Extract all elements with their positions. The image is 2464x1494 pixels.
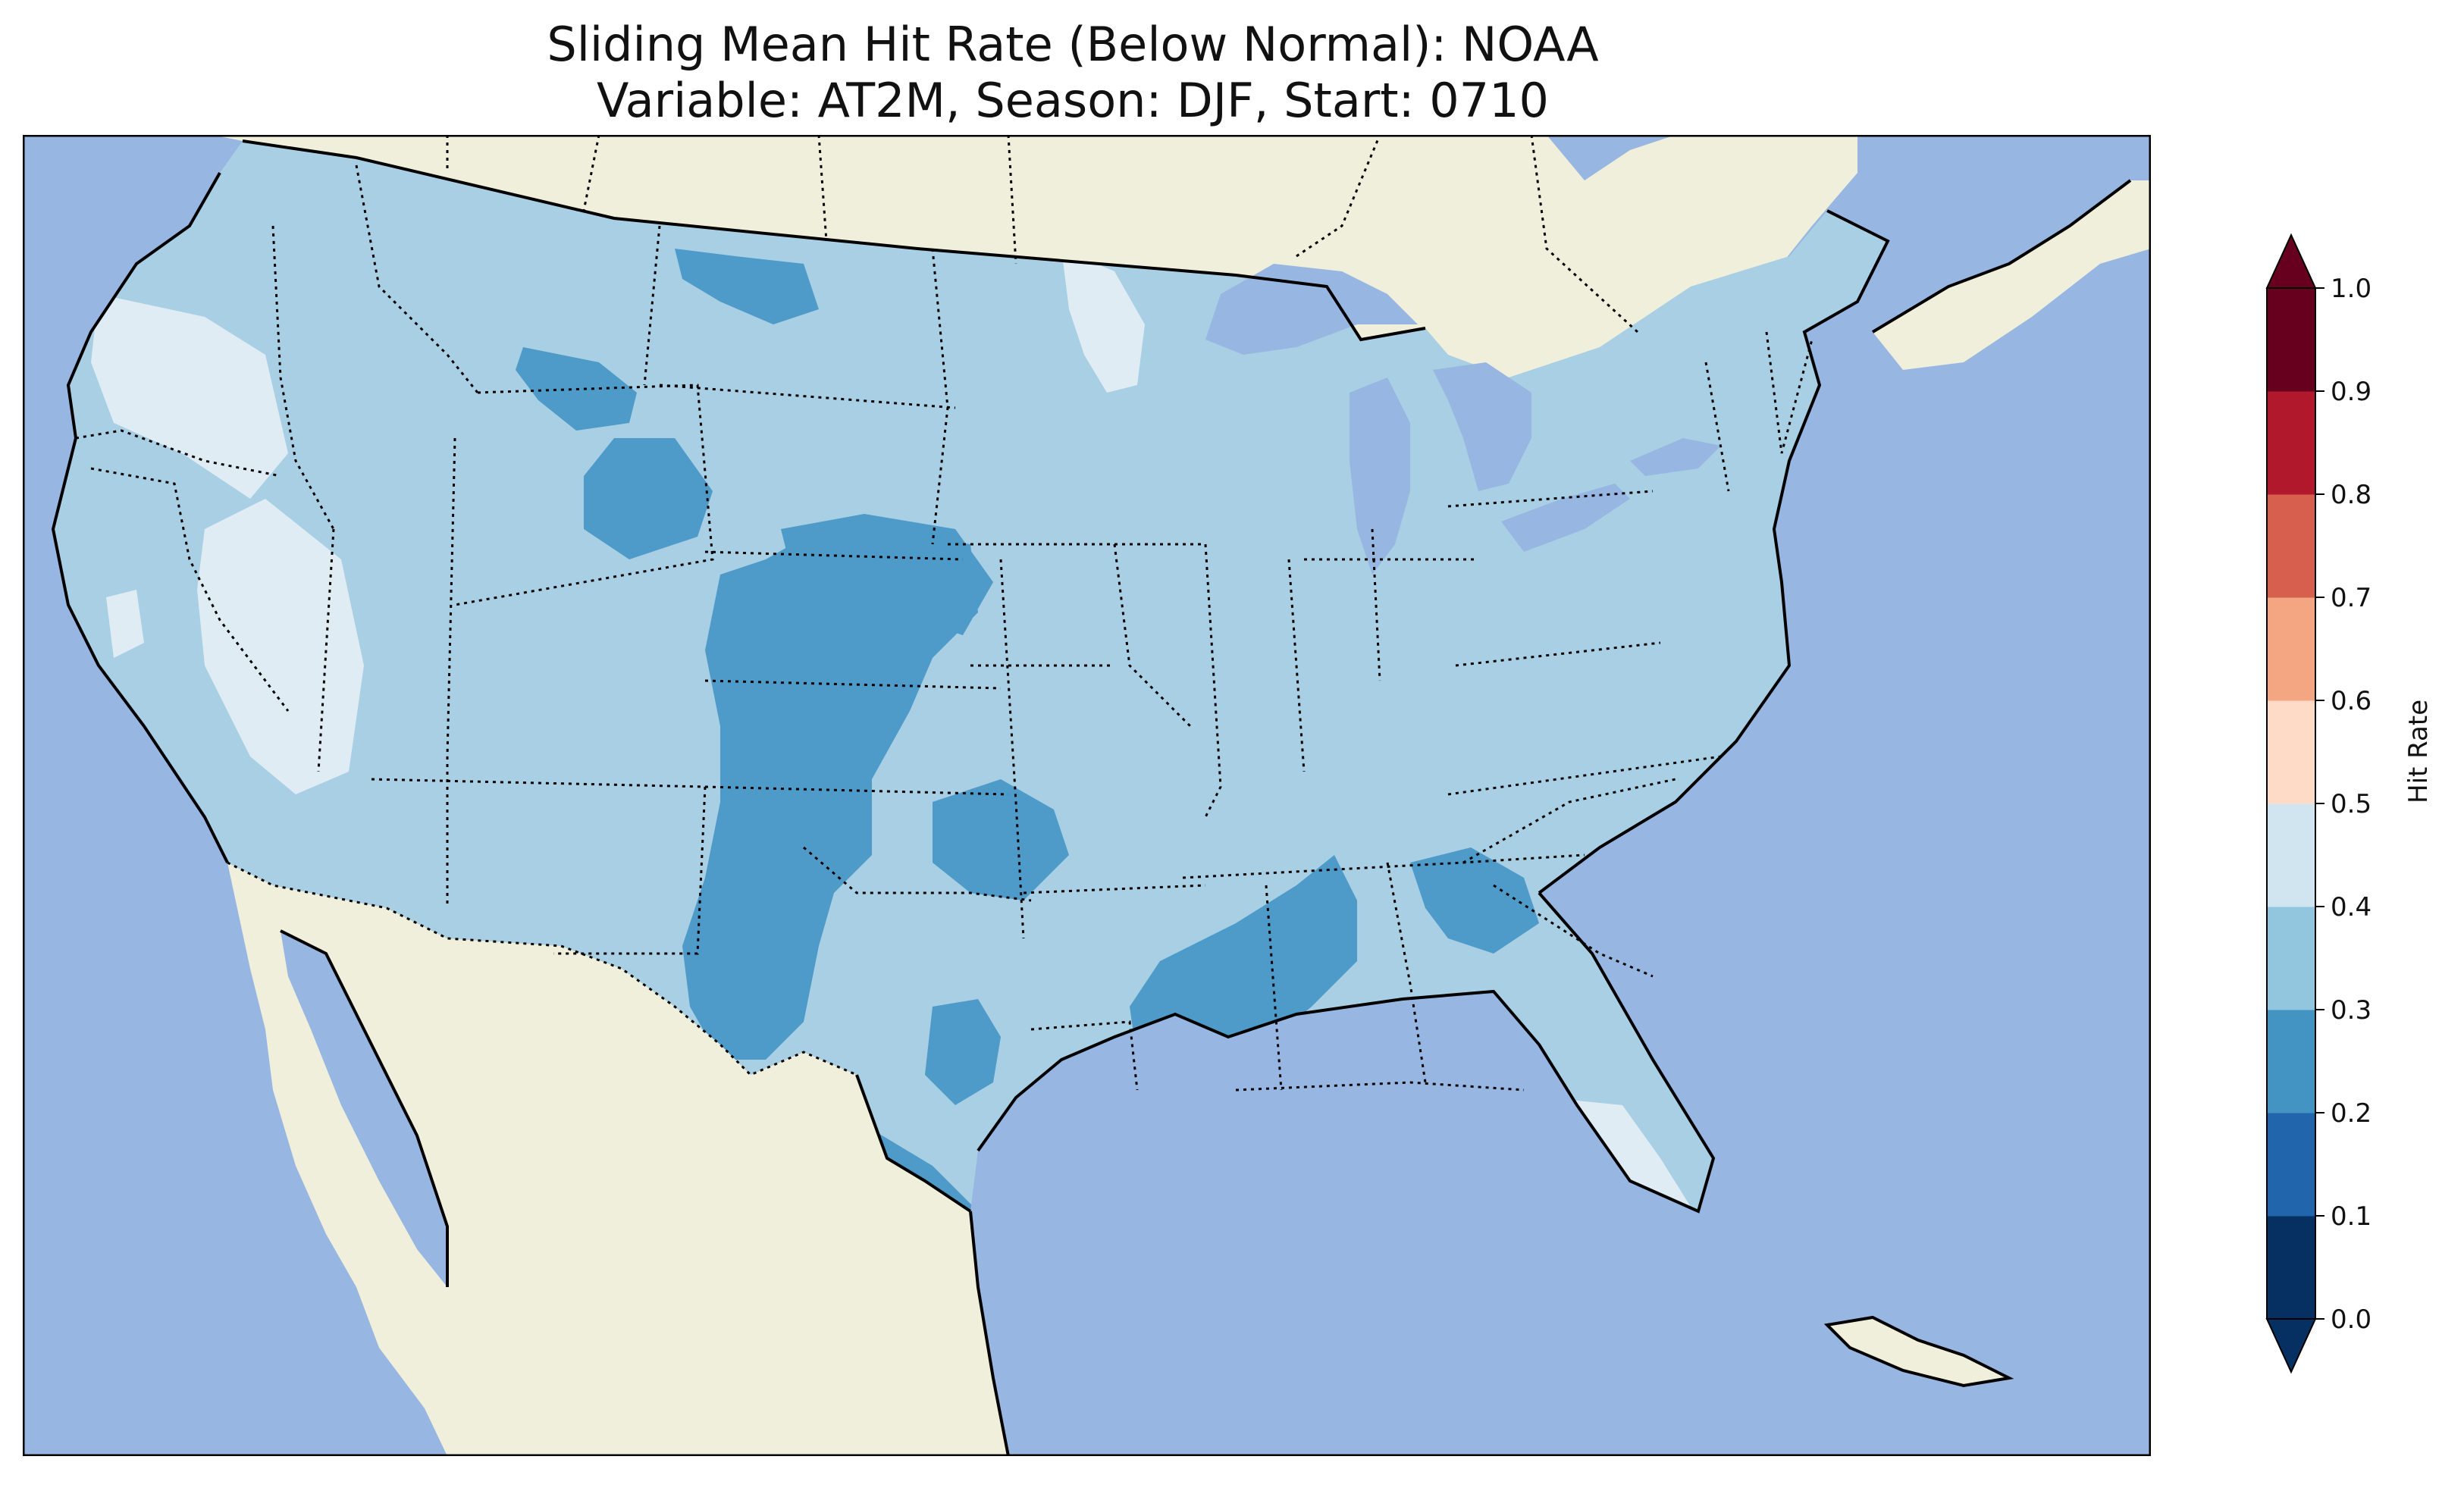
central-texas-region [925, 999, 1001, 1105]
colorbar-bin [2267, 597, 2315, 701]
montana-border-region [675, 249, 819, 324]
border-mt-west [355, 164, 479, 393]
colorbar-tick-label: 0.1 [2331, 1201, 2372, 1232]
border-nm-tx [553, 786, 707, 955]
minnesota-region [1061, 249, 1145, 393]
border-ny-new-england [1704, 362, 1730, 492]
us-canada-border [242, 139, 1426, 342]
colorbar-tick-label: 0.7 [2331, 583, 2372, 613]
lake-ontario [1630, 438, 1721, 476]
gulf-of-california [281, 931, 447, 1287]
baja-coast [280, 929, 449, 1287]
california-coast-spot [106, 590, 144, 658]
colorbar: 0.0 0.1 0.2 0.3 0.4 0.5 0.6 0.7 0.8 0.9 1.0 [2265, 233, 2372, 1374]
border-tn-nc [1462, 778, 1676, 864]
title-line-2: Variable: AT2M, Season: DJF, Start: 0710 [596, 73, 1549, 128]
west-coast [51, 172, 229, 863]
pacific-northwest-region [91, 294, 288, 499]
title-line-1: Sliding Mean Hit Rate (Below Normal): NO… [547, 17, 1599, 72]
border-ks-ok [704, 785, 1009, 796]
colorbar-bin [2267, 1010, 2315, 1113]
colorbar-tick-label: 0.5 [2331, 789, 2372, 819]
colorbar-tick-label: 0.9 [2331, 377, 2372, 407]
canada-ontario-border [1296, 135, 1381, 258]
colorbar-bin [2267, 1113, 2315, 1217]
state-borders [75, 135, 1814, 1092]
lake-superior [1205, 264, 1418, 355]
cuba-land [1827, 1317, 2009, 1386]
border-il-in [1204, 543, 1222, 818]
colorbar-bin [2267, 1216, 2315, 1320]
colorbar-bin [2267, 907, 2315, 1010]
lake-huron [1433, 362, 1531, 491]
canada-land [212, 135, 1857, 408]
colorbar-label: Hit Rate [2403, 699, 2434, 803]
border-in-oh [1287, 559, 1306, 772]
gulf-coast [855, 891, 1716, 1214]
border-ia-il [1113, 543, 1192, 728]
colorbar-extend-min [2265, 1318, 2317, 1374]
border-al-ga [1386, 862, 1427, 1083]
border-vt-nh-me [1765, 331, 1814, 454]
colorbar-tick-label: 0.2 [2331, 1098, 2372, 1129]
canada-quebec-border [1530, 135, 1639, 334]
east-coast [1538, 209, 1890, 894]
border-or-ca-nv [90, 467, 290, 712]
border-ks-mo [999, 559, 1025, 939]
maritimes-coast [1871, 179, 2132, 334]
border-ok-tx [803, 846, 1032, 902]
colorbar-bin [2267, 288, 2315, 392]
cuba-coast [1823, 1315, 2014, 1388]
colorbar-bin [2267, 494, 2315, 598]
maritimes-land [1873, 180, 2151, 370]
canada-alberta-border [582, 135, 600, 211]
border-sd-ne [704, 550, 964, 561]
us-mexico-border [227, 861, 857, 1076]
colorbar-tick-label: 0.6 [2331, 686, 2372, 716]
coastlines [51, 139, 2132, 1456]
colorbar-bins [2265, 233, 2317, 1374]
border-wy [454, 384, 714, 606]
chart-title: Sliding Mean Hit Rate (Below Normal): NO… [0, 17, 2146, 129]
front-range-region [682, 529, 978, 1060]
colorbar-tick-label: 0.0 [2331, 1305, 2372, 1335]
border-co-nm [371, 778, 706, 788]
colorbar-bin [2267, 700, 2315, 804]
border-va-nc [1447, 755, 1722, 796]
wyoming-region [584, 438, 713, 559]
border-mo-ar [1023, 884, 1206, 894]
lake-michigan [1350, 377, 1410, 575]
border-oh-pa [1371, 528, 1381, 681]
border-ar-la [1030, 1020, 1139, 1091]
alabama-region [1410, 847, 1539, 954]
canada-sask-border [817, 135, 828, 242]
border-fl-ga-al [1235, 1081, 1525, 1092]
colorbar-tick-label: 0.4 [2331, 892, 2372, 922]
colorbar-tick-label: 0.3 [2331, 995, 2372, 1026]
mexico-gulf-coast [969, 1211, 1010, 1456]
mexico-land [227, 863, 1008, 1456]
border-nv-ut [317, 528, 335, 772]
colorbar-ticks: 0.0 0.1 0.2 0.3 0.4 0.5 0.6 0.7 0.8 0.9 1.0 [2315, 274, 2372, 1335]
map-frame [23, 135, 2151, 1456]
oklahoma-region [933, 779, 1069, 900]
great-lakes [1205, 264, 1721, 575]
lake-erie [1501, 484, 1630, 552]
colorbar-bin [2267, 391, 2315, 495]
border-id-west [271, 225, 335, 530]
border-ut-co [446, 437, 456, 757]
colorbar-extend-max [2265, 233, 2317, 289]
conus-hit-rate-map [23, 135, 2151, 1456]
canada-manitoba-border [1007, 135, 1017, 265]
colorbar-bin [2267, 803, 2315, 907]
colorbar-tick-label: 0.8 [2331, 480, 2372, 510]
border-wa-or [75, 429, 281, 478]
colorbar-tick-label: 1.0 [2331, 274, 2372, 304]
nebraska-region [781, 514, 993, 635]
hit-rate-field [53, 141, 1888, 1211]
